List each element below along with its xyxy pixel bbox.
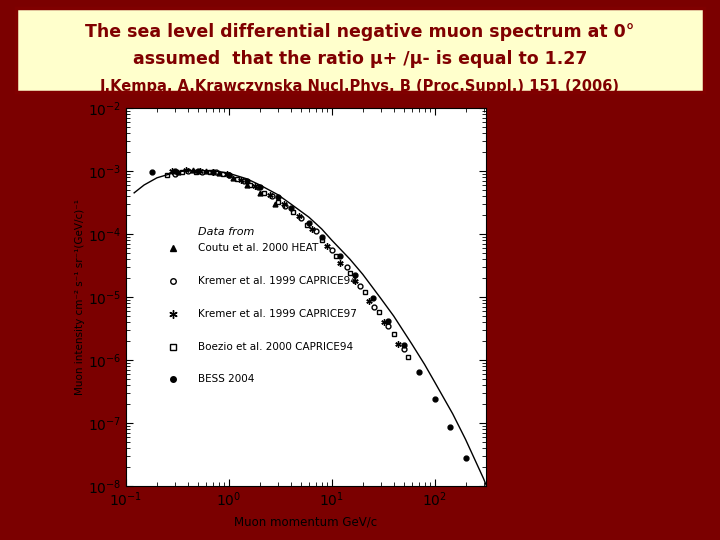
Text: J.Kempa, A.Krawczynska Nucl.Phys. B (Proc.Suppl.) 151 (2006): J.Kempa, A.Krawczynska Nucl.Phys. B (Pro…: [100, 79, 620, 94]
Text: assumed  that the ratio μ+ /μ- is equal to 1.27: assumed that the ratio μ+ /μ- is equal t…: [132, 50, 588, 68]
Text: Kremer et al. 1999 CAPRICE97: Kremer et al. 1999 CAPRICE97: [198, 309, 357, 319]
Text: Coutu et al. 2000 HEAT: Coutu et al. 2000 HEAT: [198, 243, 318, 253]
Text: Kremer et al. 1999 CAPRICE94: Kremer et al. 1999 CAPRICE94: [198, 276, 357, 286]
Text: The sea level differential negative muon spectrum at 0°: The sea level differential negative muon…: [85, 23, 635, 41]
Text: Boezio et al. 2000 CAPRICE94: Boezio et al. 2000 CAPRICE94: [198, 341, 353, 352]
Y-axis label: Muon intensity cm⁻² s⁻¹ sr⁻¹(GeV/c)⁻¹: Muon intensity cm⁻² s⁻¹ sr⁻¹(GeV/c)⁻¹: [75, 199, 85, 395]
Text: Data from: Data from: [198, 226, 254, 237]
X-axis label: Muon momentum GeV/c: Muon momentum GeV/c: [235, 515, 377, 528]
Text: BESS 2004: BESS 2004: [198, 374, 254, 384]
